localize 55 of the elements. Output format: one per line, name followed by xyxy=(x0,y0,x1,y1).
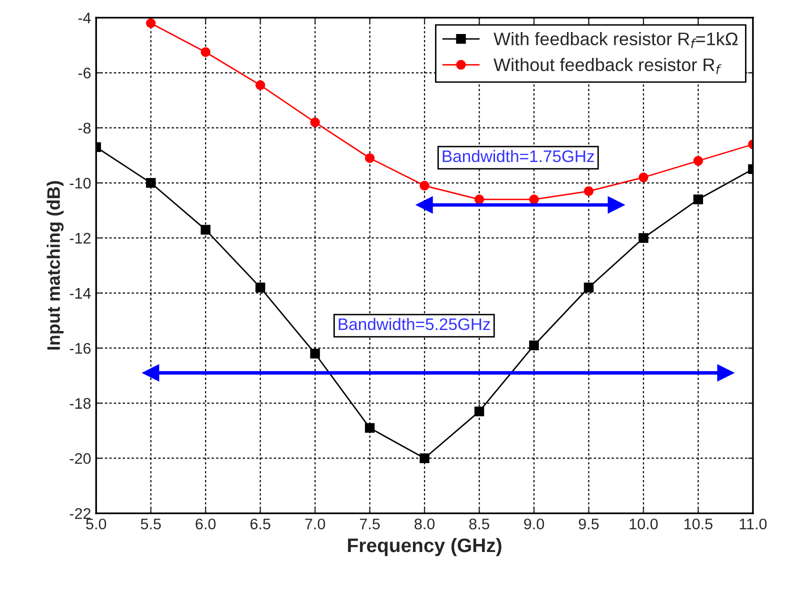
y-axis-title: Input matching (dB) xyxy=(46,181,64,350)
annotation: Bandwidth=5.25GHz xyxy=(338,318,490,330)
y-tick-label: -12 xyxy=(70,232,90,244)
x-tick-label: 5.5 xyxy=(140,518,161,530)
point xyxy=(310,348,320,358)
annotation: Bandwidth=1.75GHz xyxy=(442,150,594,162)
point xyxy=(310,117,320,128)
point xyxy=(693,194,704,204)
x-tick-label: 10.5 xyxy=(684,518,712,530)
point xyxy=(693,156,704,166)
point xyxy=(529,194,539,204)
point xyxy=(474,194,484,204)
point xyxy=(420,453,430,464)
y-tick-label: -22 xyxy=(70,508,90,519)
x-tick-label: 11.0 xyxy=(740,518,767,530)
point xyxy=(584,186,594,196)
point xyxy=(364,423,375,433)
y-tick-label: -6 xyxy=(78,68,91,78)
point xyxy=(200,224,210,235)
x-tick-label: 6.0 xyxy=(196,518,216,530)
point xyxy=(255,80,266,90)
point xyxy=(416,196,433,214)
x-tick-label: 9.5 xyxy=(578,518,599,530)
point xyxy=(146,178,156,188)
point xyxy=(638,172,648,182)
y-tick-label: -8 xyxy=(78,122,91,134)
y-tick-label: -18 xyxy=(70,398,91,409)
x-tick-label: 9.0 xyxy=(524,518,544,530)
point xyxy=(474,406,484,416)
point xyxy=(529,340,539,350)
x-tick-label: 5.0 xyxy=(86,518,106,530)
point xyxy=(255,282,266,292)
point xyxy=(364,153,375,163)
y-tick-label: -14 xyxy=(70,288,91,299)
point xyxy=(420,180,430,191)
point xyxy=(717,364,734,382)
point xyxy=(638,233,648,243)
legend-label: Without feedback resistor R$_{f}$ xyxy=(494,58,722,74)
x-tick-label: 8.5 xyxy=(469,518,490,530)
y-tick-label: -10 xyxy=(70,178,91,189)
x-tick-label: 7.0 xyxy=(305,518,326,530)
y-tick-label: -20 xyxy=(70,453,91,464)
legend-label: With feedback resistor R$_{f}$=1kΩ xyxy=(494,32,738,48)
point xyxy=(142,364,160,382)
point xyxy=(200,47,210,57)
x-tick-label: 7.5 xyxy=(360,518,380,530)
point xyxy=(608,196,624,214)
y-tick-label: -16 xyxy=(70,342,91,354)
point xyxy=(584,282,594,292)
x-tick-label: 6.5 xyxy=(250,518,270,530)
x-tick-label: 8.0 xyxy=(414,518,435,530)
x-axis-title: Frequency (GHz) xyxy=(348,538,502,556)
y-tick-label: -4 xyxy=(78,12,91,24)
x-tick-label: 10.0 xyxy=(630,518,658,530)
point xyxy=(146,18,156,28)
